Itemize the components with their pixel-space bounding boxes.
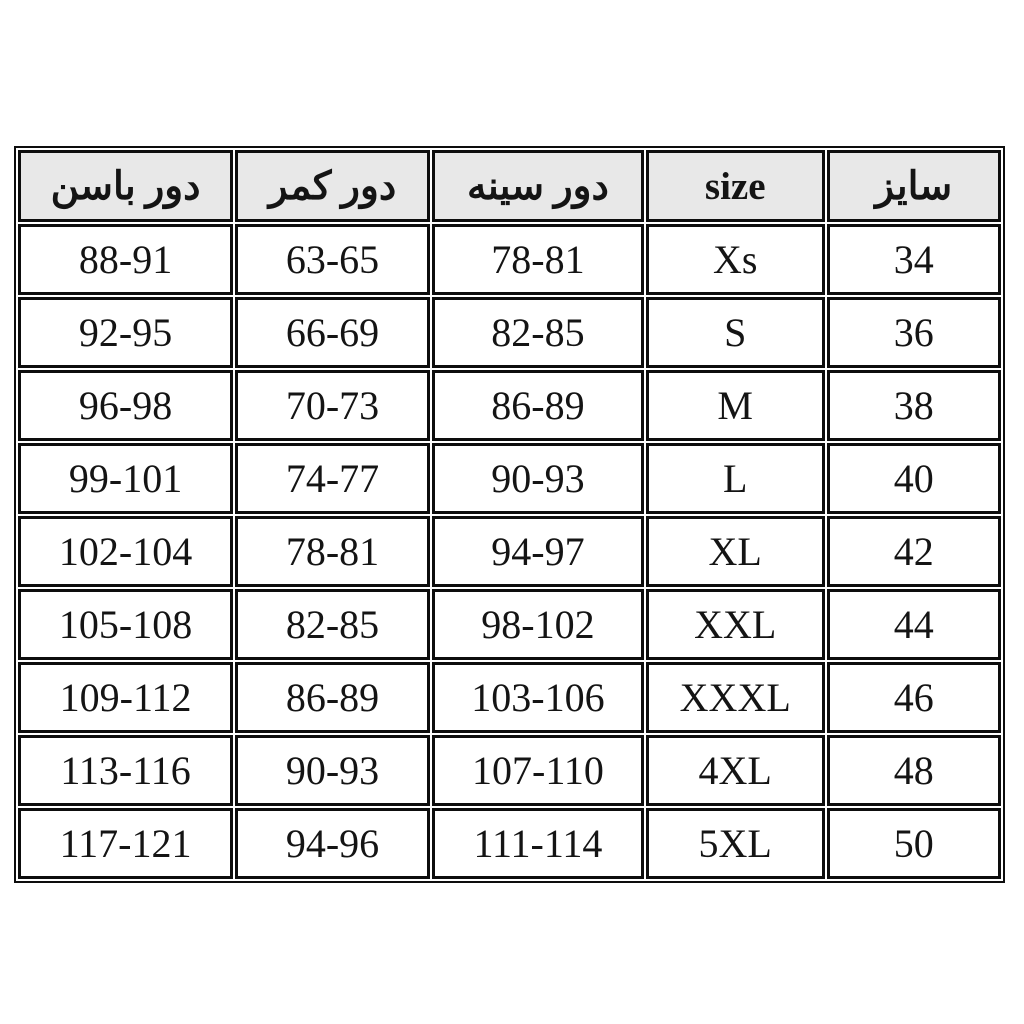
table-row: 36 S 82-85 66-69 92-95 [18,297,1001,368]
cell-chest: 107-110 [431,735,644,806]
cell-waist: 90-93 [235,735,430,806]
cell-hip: 99-101 [18,443,234,514]
cell-chest: 111-114 [431,808,644,879]
cell-waist: 94-96 [235,808,430,879]
cell-hip: 88-91 [18,224,234,295]
cell-waist: 74-77 [235,443,430,514]
cell-chest: 103-106 [431,662,644,733]
cell-size-en: XL [645,516,825,587]
cell-hip: 96-98 [18,370,234,441]
cell-waist: 70-73 [235,370,430,441]
cell-waist: 82-85 [235,589,430,660]
table-row: 40 L 90-93 74-77 99-101 [18,443,1001,514]
cell-waist: 63-65 [235,224,430,295]
table-row: 46 XXXL 103-106 86-89 109-112 [18,662,1001,733]
table-row: 50 5XL 111-114 94-96 117-121 [18,808,1001,879]
cell-hip: 105-108 [18,589,234,660]
cell-size-en: L [645,443,825,514]
cell-size-fa: 38 [826,370,1001,441]
size-chart-table: سایز size دور سینه دور کمر دور باسن 34 X… [14,146,1005,883]
cell-chest: 94-97 [431,516,644,587]
column-header-size-fa: سایز [826,150,1001,222]
cell-size-fa: 34 [826,224,1001,295]
table-row: 38 M 86-89 70-73 96-98 [18,370,1001,441]
table-row: 44 XXL 98-102 82-85 105-108 [18,589,1001,660]
cell-chest: 98-102 [431,589,644,660]
table-row: 48 4XL 107-110 90-93 113-116 [18,735,1001,806]
column-header-size-en: size [645,150,825,222]
cell-chest: 78-81 [431,224,644,295]
cell-size-en: M [645,370,825,441]
cell-size-fa: 48 [826,735,1001,806]
cell-chest: 90-93 [431,443,644,514]
cell-size-en: 4XL [645,735,825,806]
column-header-waist: دور کمر [235,150,430,222]
cell-hip: 92-95 [18,297,234,368]
header-row: سایز size دور سینه دور کمر دور باسن [18,150,1001,222]
cell-hip: 102-104 [18,516,234,587]
cell-size-en: Xs [645,224,825,295]
size-chart-header: سایز size دور سینه دور کمر دور باسن [18,150,1001,222]
cell-hip: 109-112 [18,662,234,733]
cell-size-fa: 36 [826,297,1001,368]
cell-size-fa: 42 [826,516,1001,587]
cell-hip: 113-116 [18,735,234,806]
table-row: 42 XL 94-97 78-81 102-104 [18,516,1001,587]
cell-size-fa: 46 [826,662,1001,733]
cell-chest: 86-89 [431,370,644,441]
column-header-chest: دور سینه [431,150,644,222]
cell-size-fa: 50 [826,808,1001,879]
cell-hip: 117-121 [18,808,234,879]
cell-size-en: S [645,297,825,368]
table-row: 34 Xs 78-81 63-65 88-91 [18,224,1001,295]
size-chart-body: 34 Xs 78-81 63-65 88-91 36 S 82-85 66-69… [18,224,1001,879]
cell-size-en: XXXL [645,662,825,733]
cell-waist: 66-69 [235,297,430,368]
cell-waist: 78-81 [235,516,430,587]
cell-chest: 82-85 [431,297,644,368]
cell-size-en: XXL [645,589,825,660]
column-header-hip: دور باسن [18,150,234,222]
cell-waist: 86-89 [235,662,430,733]
cell-size-en: 5XL [645,808,825,879]
cell-size-fa: 40 [826,443,1001,514]
cell-size-fa: 44 [826,589,1001,660]
